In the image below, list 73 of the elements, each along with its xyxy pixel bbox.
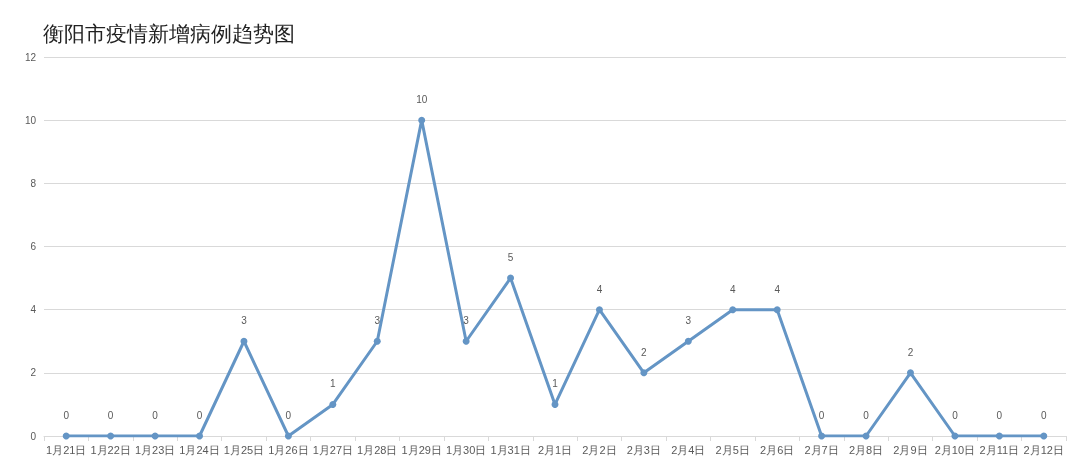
data-label: 3 <box>374 315 381 327</box>
point <box>196 432 204 440</box>
chart-title: 衡阳市疫情新增病例趋势图 <box>43 21 295 46</box>
y-tick-label: 2 <box>30 367 37 379</box>
x-tick-label: 1月25日 <box>223 443 265 456</box>
data-label: 0 <box>107 410 114 421</box>
data-label: 0 <box>285 410 292 421</box>
data-label: 2 <box>907 346 914 358</box>
x-tick-label: 1月21日 <box>46 443 87 456</box>
point <box>462 337 470 345</box>
x-tick-label: 1月30日 <box>445 443 487 456</box>
x-tick-label: 1月29日 <box>401 443 442 456</box>
x-tick-label: 1月31日 <box>490 443 531 456</box>
point <box>507 274 515 282</box>
data-label: 0 <box>63 410 70 421</box>
data-label: 4 <box>596 283 603 295</box>
point <box>773 306 781 314</box>
point <box>373 337 381 345</box>
point <box>995 432 1003 440</box>
x-tick-label: 2月4日 <box>671 443 706 456</box>
point <box>107 432 115 440</box>
data-label: 0 <box>996 410 1003 421</box>
point <box>729 306 737 314</box>
x-tick-label: 2月5日 <box>715 443 750 456</box>
data-label: 2 <box>641 346 648 358</box>
point <box>684 337 692 345</box>
x-tick-label: 2月8日 <box>848 443 884 456</box>
x-tick-label: 2月7日 <box>804 443 839 456</box>
y-tick-label: 10 <box>24 114 37 126</box>
point <box>818 432 826 440</box>
point <box>329 400 337 408</box>
x-tick-label: 1月24日 <box>179 443 220 456</box>
y-tick-label: 12 <box>24 51 37 63</box>
x-tick-label: 2月1日 <box>537 443 573 456</box>
y-tick-label: 6 <box>30 241 37 252</box>
x-tick-label: 2月10日 <box>934 443 976 456</box>
data-label: 0 <box>952 410 959 421</box>
y-tick-label: 0 <box>30 430 37 442</box>
point <box>240 337 248 345</box>
data-label: 0 <box>196 410 203 421</box>
x-tick-label: 1月26日 <box>268 443 309 456</box>
x-tick-label: 1月22日 <box>90 443 131 456</box>
data-label: 5 <box>507 252 514 264</box>
x-tick-label: 2月2日 <box>582 443 617 456</box>
y-tick-label: 8 <box>30 177 37 189</box>
point <box>906 369 914 377</box>
x-tick-label: 1月28日 <box>357 443 398 456</box>
point <box>640 369 648 377</box>
point <box>1040 432 1048 440</box>
x-tick-label: 1月23日 <box>134 443 176 456</box>
x-tick-label: 1月27日 <box>312 443 354 456</box>
data-label: 1 <box>330 378 337 390</box>
x-tick-label: 2月12日 <box>1023 443 1064 456</box>
data-label: 1 <box>552 378 559 390</box>
y-tick-label: 4 <box>30 304 37 316</box>
data-label: 10 <box>416 94 428 106</box>
x-tick-label: 2月3日 <box>626 443 661 456</box>
data-label: 4 <box>729 283 736 295</box>
x-tick-label: 2月9日 <box>893 443 928 456</box>
data-label: 0 <box>863 410 870 421</box>
point <box>284 432 292 440</box>
point <box>418 116 426 124</box>
point <box>595 306 603 314</box>
data-label: 3 <box>241 315 248 327</box>
data-label: 0 <box>818 410 825 421</box>
data-label: 0 <box>152 410 159 421</box>
data-label: 4 <box>774 283 781 295</box>
point <box>62 432 70 440</box>
data-label: 3 <box>685 315 692 327</box>
data-label: 3 <box>463 315 470 327</box>
x-tick-label: 2月11日 <box>979 443 1020 456</box>
data-label: 0 <box>1041 410 1047 421</box>
x-tick-label: 2月6日 <box>760 443 795 456</box>
